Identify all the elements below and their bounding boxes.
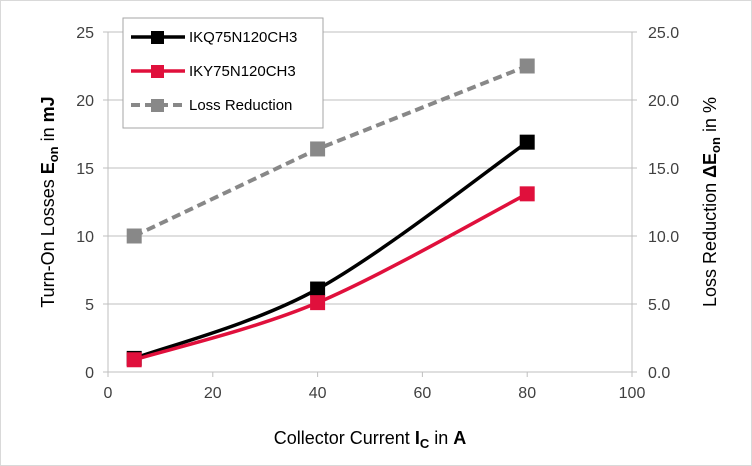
tick-labels: 0 20 40 60 80 100 0 5 10 15 20 25 0.0 5.0 10.0 15.0 20.0… (76, 25, 679, 402)
y-axis-right-title: Loss Reduction ΔEon in % (700, 97, 723, 307)
series-point-2-2 (519, 58, 535, 74)
y-right-tick-label: 25.0 (648, 25, 679, 42)
y-left-tick-label: 10 (76, 229, 94, 246)
y-axis-left-title: Turn-On Losses Eon in mJ (38, 96, 61, 307)
x-tick-label: 20 (204, 385, 222, 402)
series-point-2-0 (126, 228, 142, 244)
legend-label-2: Loss Reduction (189, 97, 292, 114)
axes (103, 31, 637, 377)
y-right-tick-label: 0.0 (648, 365, 670, 382)
x-tick-label: 80 (518, 385, 536, 402)
y-left-tick-label: 0 (85, 365, 94, 382)
series-point-0-2 (519, 134, 535, 150)
series-point-1-2 (519, 186, 535, 202)
series-point-1-1 (310, 295, 326, 311)
legend-label-0: IKQ75N120CH3 (189, 29, 297, 46)
legend-marker-2 (151, 99, 164, 112)
x-tick-label: 40 (309, 385, 327, 402)
series-point-0-1 (310, 281, 326, 297)
series-point-1-0 (126, 352, 142, 368)
legend-marker-0 (151, 31, 164, 44)
x-tick-label: 0 (104, 385, 113, 402)
y-right-tick-label: 10.0 (648, 229, 679, 246)
x-tick-label: 60 (414, 385, 432, 402)
y-right-tick-label: 15.0 (648, 161, 679, 178)
legend: IKQ75N120CH3 IKY75N120CH3 Loss Reduction (122, 17, 324, 129)
y-left-tick-label: 25 (76, 25, 94, 42)
y-right-tick-label: 20.0 (648, 93, 679, 110)
y-right-tick-label: 5.0 (648, 297, 670, 314)
y-left-tick-label: 15 (76, 161, 94, 178)
y-left-tick-label: 5 (85, 297, 94, 314)
series-layer (126, 58, 535, 368)
series-point-2-1 (310, 141, 326, 157)
legend-marker-1 (151, 65, 164, 78)
legend-label-1: IKY75N120CH3 (189, 63, 296, 80)
y-left-tick-label: 20 (76, 93, 94, 110)
x-axis-title: Collector Current IC in A (274, 428, 466, 451)
x-tick-label: 100 (619, 385, 646, 402)
